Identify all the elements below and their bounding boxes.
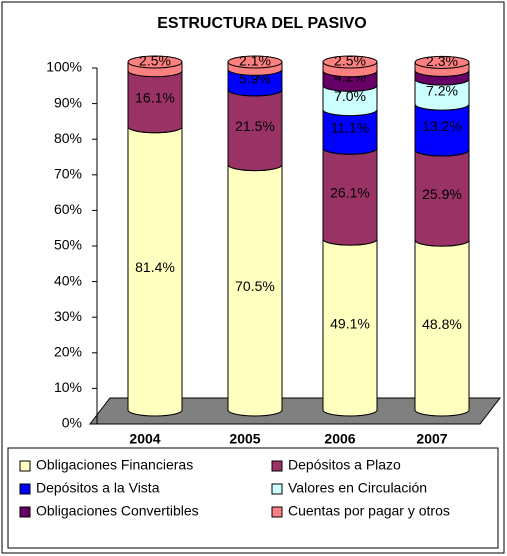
x-tick-label: 2005 [229,431,260,447]
y-tick-label: 40% [54,272,82,288]
cylinder-segment [227,68,283,97]
cylinder-segment [227,89,283,172]
legend-label: Obligaciones Convertibles [36,503,199,519]
legend-label: Depósitos a la Vista [36,480,160,496]
value-label: 70.5% [235,278,275,294]
cylinder-top [227,55,283,69]
value-label: 2.5% [334,53,366,69]
value-label: 26.1% [330,184,370,200]
value-label: 81.4% [135,259,175,275]
legend-label: Valores en Circulación [288,480,427,496]
value-label: 11.1% [331,120,370,136]
cylinder-top [414,55,470,69]
cylinder-segment [227,164,283,417]
y-tick-label: 60% [54,201,82,217]
value-label: 2.1% [239,53,271,69]
cylinder-segment [414,103,470,157]
value-label: 16.1% [135,89,175,105]
legend-swatch [19,506,31,518]
y-tick-label: 90% [54,94,82,110]
y-tick-label: 70% [54,166,82,182]
value-label: 13.2% [422,118,462,134]
x-tick-label: 2006 [324,431,355,447]
cylinder-top [127,55,183,69]
x-tick-label: 2004 [129,431,160,447]
cylinder-segment [414,149,470,247]
legend-swatch [271,506,283,518]
value-label: 21.5% [235,118,275,134]
cylinder-segment [322,84,378,117]
cylinder-segment [127,70,183,134]
legend-label: Depósitos a Plazo [288,457,401,473]
value-label: 48.8% [422,316,462,332]
legend-swatch [19,483,31,495]
x-tick-label: 2007 [416,431,447,447]
value-label: 2.3% [426,53,458,69]
y-tick-label: 80% [54,130,82,146]
cylinder-segment [322,109,378,155]
floor [88,397,502,425]
value-label: 25.9% [422,186,462,202]
y-tick-label: 10% [54,379,82,395]
y-tick-label: 50% [54,237,82,253]
chart-title: ESTRUCTURA DEL PASIVO [157,15,367,32]
legend-swatch [271,460,283,472]
y-tick-label: 0% [62,415,82,431]
cylinder-segment [322,147,378,246]
cylinder-segment [322,238,378,417]
cylinder-top [322,55,378,69]
cylinder-segment [127,126,183,417]
y-tick-label: 30% [54,308,82,324]
legend-label: Obligaciones Financieras [36,457,193,473]
value-label: 49.1% [330,315,370,331]
cylinder-segment [414,78,470,111]
value-label: 7.0% [334,88,366,104]
legend-swatch [19,460,31,472]
legend-swatch [271,483,283,495]
legend-label: Cuentas por pagar y otros [288,503,450,519]
value-label: 2.5% [139,53,171,69]
value-label: 7.2% [426,82,458,98]
y-tick-label: 100% [46,59,82,75]
y-tick-label: 20% [54,344,82,360]
cylinder-segment [414,239,470,417]
legend-box [7,447,499,549]
